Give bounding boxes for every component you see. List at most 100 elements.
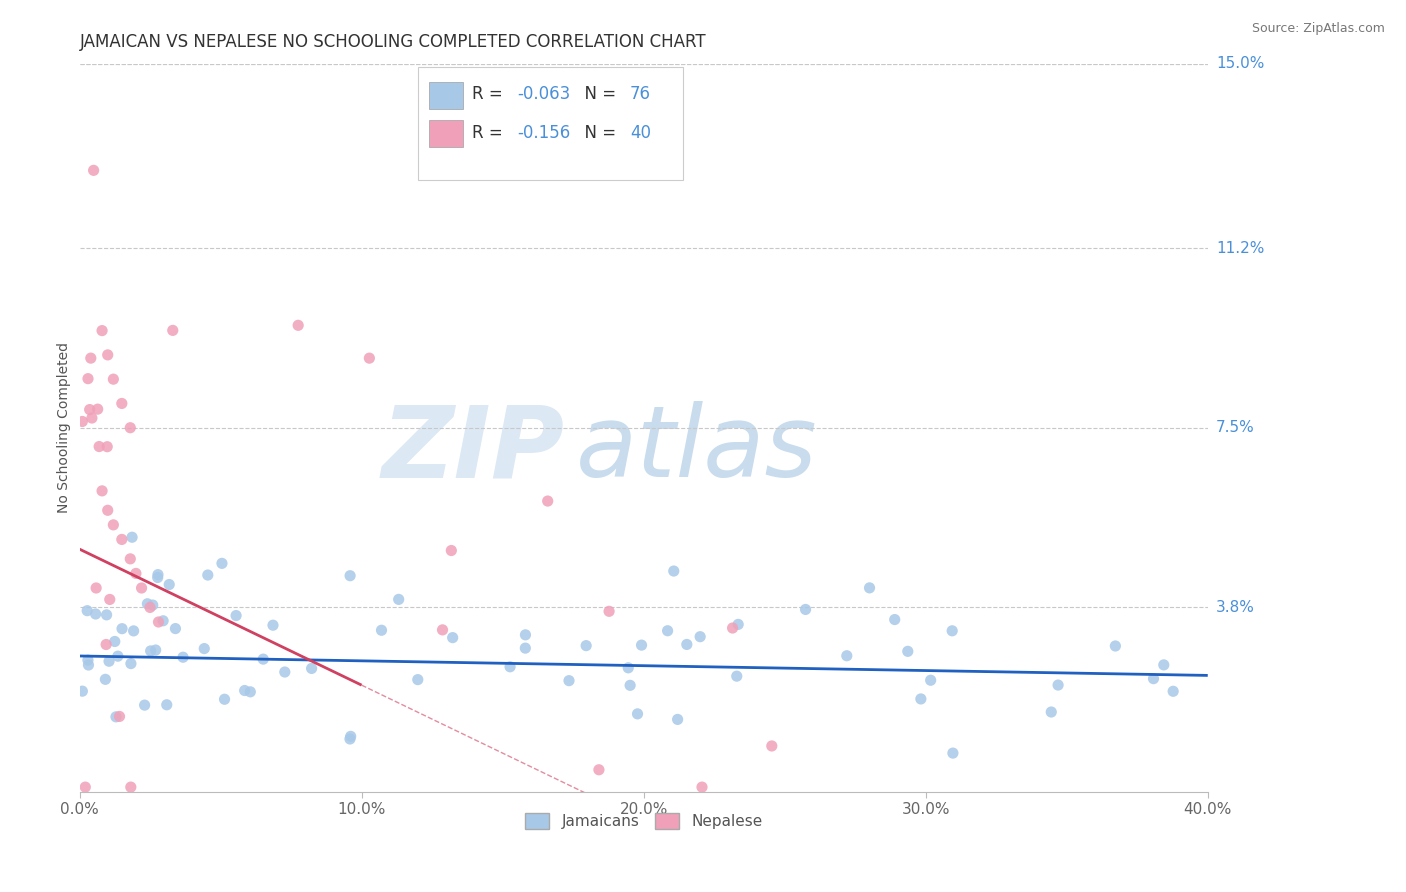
Point (1104, 639, 1126, 653)
Point (83, 163, 105, 178)
Point (941, 624, 963, 638)
Point (77, 653, 100, 667)
Point (94, 638, 117, 652)
Point (72, 415, 94, 429)
Y-axis label: No Schooling Completed: No Schooling Completed (58, 343, 72, 513)
Point (80, 351, 103, 365)
Point (339, 730, 361, 744)
Point (675, 637, 697, 651)
Point (104, 710, 127, 724)
Point (339, 731, 361, 746)
Point (91, 324, 114, 338)
Point (588, 763, 610, 777)
Point (370, 624, 392, 638)
Point (1161, 684, 1184, 698)
Point (103, 517, 125, 532)
Point (835, 648, 858, 663)
FancyBboxPatch shape (429, 120, 463, 147)
Point (727, 617, 749, 632)
Point (262, 618, 284, 632)
Point (211, 557, 233, 571)
Point (689, 630, 711, 644)
Point (172, 650, 194, 665)
Point (139, 644, 162, 658)
Text: -0.156: -0.156 (517, 124, 571, 142)
Point (440, 543, 463, 558)
Text: 76: 76 (630, 85, 651, 103)
Text: R =: R = (472, 85, 508, 103)
Point (515, 628, 537, 642)
Point (617, 661, 640, 675)
Point (1040, 705, 1063, 719)
Point (120, 780, 142, 794)
Point (406, 673, 429, 687)
Point (193, 641, 215, 656)
Point (89, 440, 111, 454)
Point (84, 581, 107, 595)
Point (122, 624, 145, 638)
Point (97, 348, 120, 362)
Point (120, 657, 142, 671)
Point (120, 421, 142, 435)
Point (537, 494, 560, 508)
Text: R =: R = (472, 124, 508, 142)
Point (125, 566, 148, 581)
Point (301, 661, 323, 675)
Point (897, 644, 920, 658)
Text: 7.5%: 7.5% (1216, 420, 1254, 435)
Point (858, 581, 880, 595)
Text: 3.8%: 3.8% (1216, 600, 1256, 615)
Point (598, 604, 620, 618)
Point (162, 323, 184, 337)
Text: JAMAICAN VS NEPALESE NO SCHOOLING COMPLETED CORRELATION CHART: JAMAICAN VS NEPALESE NO SCHOOLING COMPLE… (80, 33, 706, 51)
Text: N =: N = (574, 124, 621, 142)
Point (131, 581, 153, 595)
Point (96, 607, 118, 622)
Text: -0.063: -0.063 (517, 85, 571, 103)
Text: 11.2%: 11.2% (1216, 241, 1264, 255)
Point (156, 698, 179, 712)
Point (619, 678, 641, 692)
Point (225, 608, 247, 623)
Point (134, 698, 156, 713)
Point (214, 692, 236, 706)
Point (120, 552, 142, 566)
Point (197, 568, 219, 582)
Point (657, 624, 679, 638)
Point (91, 483, 114, 498)
Point (666, 713, 689, 727)
FancyBboxPatch shape (418, 67, 683, 180)
Point (515, 641, 537, 656)
Point (721, 621, 744, 635)
Point (388, 592, 411, 607)
Point (1047, 678, 1070, 692)
Point (148, 615, 170, 629)
Point (441, 631, 464, 645)
Point (111, 533, 134, 547)
Point (1153, 657, 1175, 672)
Point (920, 673, 942, 688)
Point (339, 568, 361, 582)
Point (86, 402, 108, 417)
Point (142, 598, 165, 612)
Point (233, 683, 256, 698)
Text: N =: N = (574, 85, 621, 103)
Point (558, 673, 581, 688)
Text: Source: ZipAtlas.com: Source: ZipAtlas.com (1251, 22, 1385, 36)
Point (97, 503, 120, 517)
Point (103, 372, 125, 386)
Point (94, 673, 117, 687)
Point (942, 746, 965, 760)
Point (139, 600, 162, 615)
Point (287, 318, 309, 333)
Text: ZIP: ZIP (381, 401, 565, 498)
Point (152, 614, 174, 628)
Point (1142, 672, 1164, 686)
Point (96, 440, 118, 454)
Point (630, 638, 652, 652)
Point (626, 706, 648, 721)
Point (239, 685, 262, 699)
Point (165, 622, 187, 636)
Point (136, 597, 159, 611)
Point (107, 649, 129, 664)
